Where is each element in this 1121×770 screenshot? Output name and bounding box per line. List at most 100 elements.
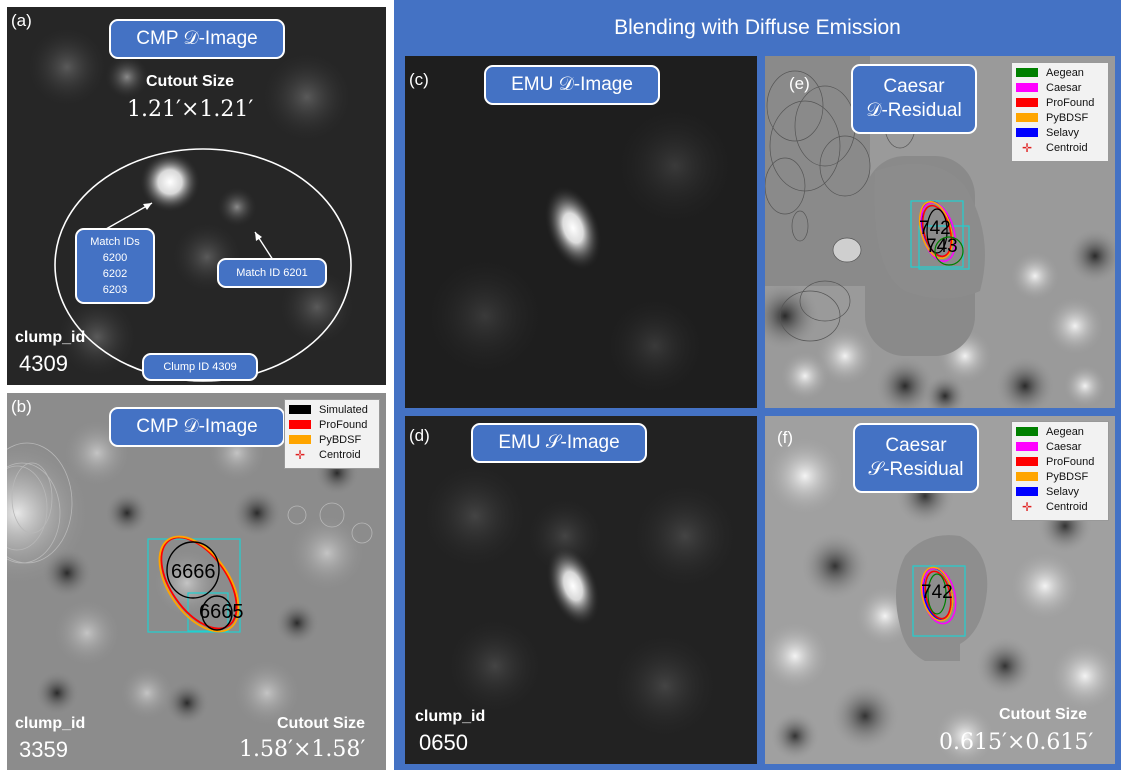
panel-f-label: (f) [777, 428, 794, 447]
legend-item-pybdsf: PyBDSF [1016, 469, 1104, 484]
legend-label: Centroid [1046, 141, 1088, 154]
panel-f-legend: Aegean Caesar ProFound PyBDSF Selavy ✛ Ce… [1011, 421, 1109, 521]
legend-item-centroid: ✛ Centroid [1016, 499, 1104, 514]
panel-a-clump-label: clump_id [15, 329, 86, 346]
match-ids-callout: Match IDs 6200 6202 6203 [75, 228, 155, 304]
legend-label: Aegean [1046, 66, 1084, 79]
panel-c-title: EMU 𝒟-Image [484, 65, 660, 105]
legend-swatch [1016, 113, 1038, 122]
legend-swatch [1016, 98, 1038, 107]
panel-d-title: EMU 𝒮-Image [471, 423, 647, 463]
legend-label: PyBDSF [1046, 470, 1089, 483]
panel-c: (c) EMU 𝒟-Image [405, 56, 757, 408]
legend-label: PyBDSF [1046, 111, 1089, 124]
figure-title: Blending with Diffuse Emission [614, 16, 901, 39]
panel-f-cutout-label: Cutout Size [999, 706, 1087, 723]
source-id-742: 742 [919, 218, 951, 239]
legend-item-profound: ProFound [289, 417, 375, 432]
panel-d-clump-label: clump_id [415, 708, 486, 725]
panel-c-image [405, 56, 757, 408]
legend-item-caesar: Caesar [1016, 80, 1104, 95]
legend-item-centroid: ✛ Centroid [289, 447, 375, 462]
legend-label: Selavy [1046, 485, 1080, 498]
panel-e-legend: Aegean Caesar ProFound PyBDSF Selavy ✛ Ce… [1011, 62, 1109, 162]
legend-label: Simulated [319, 403, 368, 416]
panel-d-clump-value: 0650 [419, 730, 468, 755]
panel-d: (d) EMU 𝒮-Image clump_id 0650 [405, 416, 757, 764]
source-id-742: 742 [921, 582, 953, 603]
panel-b-cutout-value: 1.58′×1.58′ [239, 737, 366, 762]
legend-label: ProFound [1046, 455, 1095, 468]
panel-a-title: CMP 𝒟-Image [109, 19, 285, 59]
centroid-marker-icon: ✛ [1021, 499, 1033, 514]
legend-item-profound: ProFound [1016, 95, 1104, 110]
panel-a-label: (a) [11, 11, 32, 30]
legend-swatch [1016, 83, 1038, 92]
legend-label: Selavy [1046, 126, 1080, 139]
panel-e-title-line-2: 𝒟-Residual [866, 100, 962, 121]
panel-a: (a) CMP 𝒟-Image Cutout Size 1.21′×1.21′ … [7, 7, 386, 385]
legend-item-simulated: Simulated [289, 402, 375, 417]
legend-item-caesar: Caesar [1016, 439, 1104, 454]
legend-swatch [1016, 442, 1038, 451]
panel-b-legend: Simulated ProFound PyBDSF ✛ Centroid [284, 399, 380, 469]
panel-b: (b) CMP 𝒟-Image Simulated ProFound PyBDS… [7, 393, 386, 770]
legend-item-pybdsf: PyBDSF [289, 432, 375, 447]
match-ids-line-1: Match IDs [90, 236, 140, 248]
panel-e: (e) Caesar 𝒟-Residual Aegean Caesar ProF… [765, 56, 1115, 408]
panel-f-title-line-2: 𝒮-Residual [868, 459, 964, 480]
panel-e-label: (e) [789, 74, 810, 93]
match-ids-line-3: 6202 [102, 268, 128, 280]
match-ids-line-4: 6203 [102, 284, 128, 296]
panel-a-cutout-label: Cutout Size [146, 73, 234, 90]
legend-item-aegean: Aegean [1016, 424, 1104, 439]
legend-swatch [1016, 68, 1038, 77]
legend-label: ProFound [319, 418, 368, 431]
clump-id-callout: Clump ID 4309 [142, 353, 258, 381]
panel-a-clump-value: 4309 [19, 351, 68, 376]
centroid-marker-icon: ✛ [1021, 140, 1033, 155]
legend-item-centroid: ✛ Centroid [1016, 140, 1104, 155]
legend-label: Centroid [319, 448, 361, 461]
panel-d-image [405, 416, 757, 764]
panel-b-clump-label: clump_id [15, 715, 86, 732]
panel-a-image [7, 7, 386, 385]
legend-swatch [289, 435, 311, 444]
panel-a-cutout-value: 1.21′×1.21′ [127, 97, 254, 122]
legend-swatch [1016, 487, 1038, 496]
legend-swatch [1016, 472, 1038, 481]
legend-swatch [289, 405, 311, 414]
source-id-743: 743 [926, 236, 958, 257]
panel-c-label: (c) [409, 70, 429, 89]
legend-swatch [1016, 128, 1038, 137]
source-id-6666: 6666 [171, 561, 216, 583]
legend-item-pybdsf: PyBDSF [1016, 110, 1104, 125]
legend-swatch [1016, 457, 1038, 466]
legend-label: Caesar [1046, 440, 1082, 453]
legend-label: PyBDSF [319, 433, 362, 446]
panel-b-cutout-label: Cutout Size [277, 715, 365, 732]
legend-swatch [289, 420, 311, 429]
match-id-callout: Match ID 6201 [217, 258, 327, 288]
panel-b-clump-value: 3359 [19, 737, 68, 762]
centroid-marker-icon: ✛ [294, 447, 306, 462]
legend-label: Caesar [1046, 81, 1082, 94]
legend-item-selavy: Selavy [1016, 484, 1104, 499]
legend-item-aegean: Aegean [1016, 65, 1104, 80]
legend-label: Centroid [1046, 500, 1088, 513]
source-id-6665: 6665 [199, 601, 244, 623]
legend-label: ProFound [1046, 96, 1095, 109]
panel-b-title: CMP 𝒟-Image [109, 407, 285, 447]
panel-e-title-line-1: Caesar [883, 76, 945, 97]
match-ids-line-2: 6200 [102, 252, 128, 264]
panel-f: (f) Caesar 𝒮-Residual Aegean Caesar ProF… [765, 416, 1115, 764]
panel-f-title: Caesar 𝒮-Residual [853, 423, 979, 493]
legend-item-selavy: Selavy [1016, 125, 1104, 140]
legend-item-profound: ProFound [1016, 454, 1104, 469]
panel-f-cutout-value: 0.615′×0.615′ [939, 730, 1094, 755]
panel-e-title: Caesar 𝒟-Residual [851, 64, 977, 134]
legend-label: Aegean [1046, 425, 1084, 438]
legend-swatch [1016, 427, 1038, 436]
panel-f-title-line-1: Caesar [885, 435, 947, 456]
panel-d-label: (d) [409, 426, 430, 445]
